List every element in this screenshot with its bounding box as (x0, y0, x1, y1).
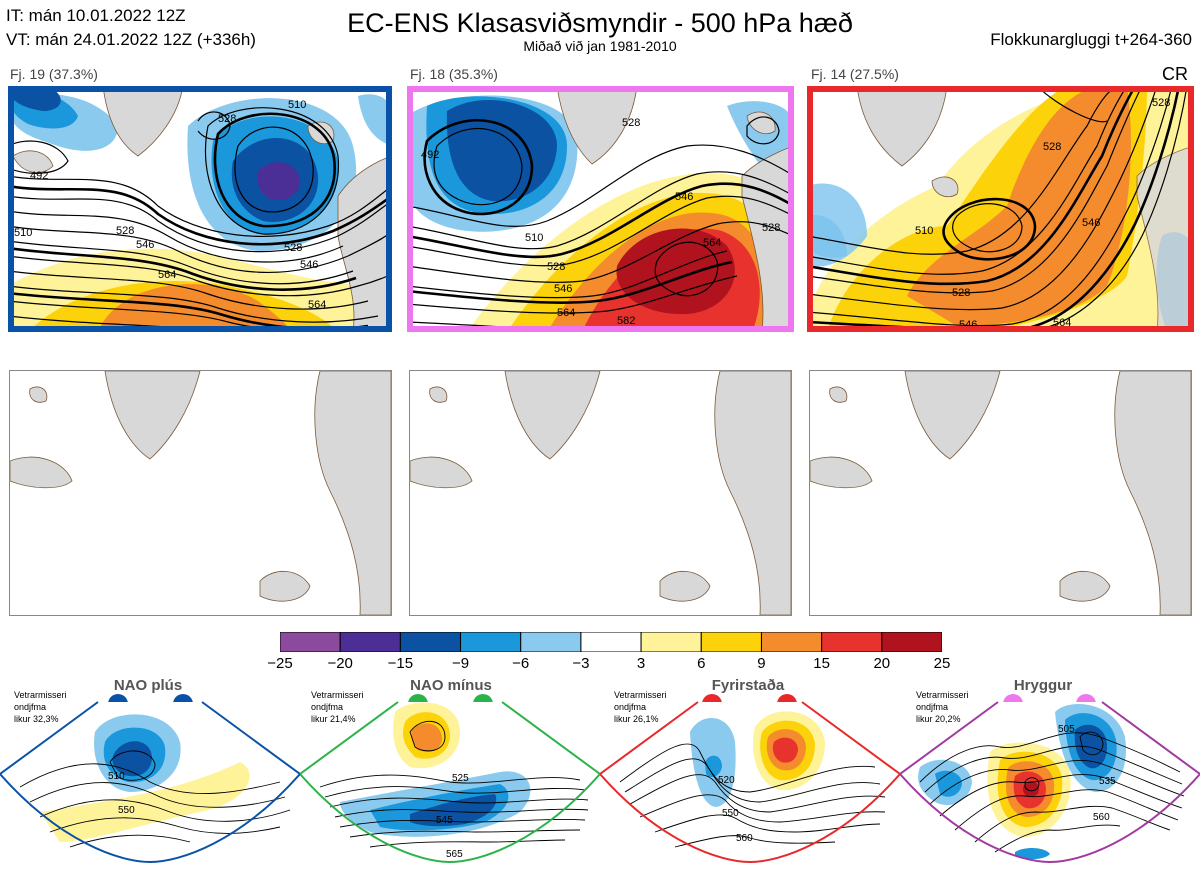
contour-label: 528 (1043, 141, 1061, 153)
colorbar-tick-label: 25 (933, 655, 951, 672)
regime-3-map: 520 550 560 (599, 692, 901, 867)
regime-4-note: Vetrarmisseri ondjfma likur 20,2% (916, 690, 969, 724)
contour-label: 546 (675, 191, 693, 203)
contour-label: 546 (300, 259, 318, 271)
contour-label: 528 (762, 222, 780, 234)
colorbar-segment (460, 631, 522, 653)
contour-label: 528 (1152, 97, 1170, 109)
colorbar-scale (279, 631, 943, 653)
contour-label: 564 (308, 299, 326, 311)
contour-label: 546 (1082, 217, 1100, 229)
contour-label: 510 (525, 232, 543, 244)
colorbar-tick-label: 20 (873, 655, 891, 672)
regime-2-note: Vetrarmisseri ondjfma likur 21,4% (311, 690, 364, 724)
contour-label: 510 (288, 99, 306, 111)
cluster-3-label: Fj. 14 (27.5%) (811, 66, 899, 82)
colorbar-tick-label: −6 (512, 655, 530, 672)
regime-1-note: Vetrarmisseri ondjfma likur 32,3% (14, 690, 67, 724)
contour-label: 550 (118, 805, 135, 816)
valid-time: VT: mán 24.01.2022 12Z (+336h) (6, 30, 256, 49)
colorbar-segment (580, 631, 642, 653)
contour-label: 535 (1099, 776, 1116, 787)
contour-label: 560 (736, 833, 753, 844)
colorbar-segment (279, 631, 341, 653)
colorbar-tick-label: 15 (813, 655, 830, 672)
contour-label: 520 (718, 775, 735, 786)
contour-label: 492 (30, 170, 48, 182)
contour-label: 546 (554, 283, 572, 295)
colorbar-tick-label: −9 (451, 655, 470, 672)
colorbar-segment (399, 631, 462, 653)
contour-label: 492 (421, 149, 439, 161)
initial-time: IT: mán 10.01.2022 12Z (6, 6, 186, 25)
empty-map-3 (809, 370, 1192, 616)
contour-label: 510 (14, 227, 32, 239)
contour-label: 564 (158, 269, 176, 281)
colorbar-segment (881, 631, 943, 653)
contour-label: 505 (1058, 724, 1075, 735)
contour-label: 528 (284, 242, 302, 254)
contour-label: 510 (108, 771, 125, 782)
contour-label: 528 (116, 225, 134, 237)
regime-3-note: Vetrarmisseri ondjfma likur 26,1% (614, 690, 667, 724)
regime-1-name: NAO plús (113, 677, 183, 694)
regime-3-name: Fyrirstaða (711, 677, 785, 694)
regime-4-name: Hryggur (1013, 677, 1073, 694)
contour-label: 565 (446, 849, 463, 860)
contour-label: 545 (436, 815, 453, 826)
colorbar-segment (700, 631, 762, 653)
page-title: EC-ENS Klasasviðsmyndir - 500 hPa hæð (347, 8, 853, 38)
classification-window: Flokkunargluggi t+264-360 (990, 30, 1192, 49)
contour-label: 564 (703, 237, 721, 249)
contour-label: 546 (136, 239, 154, 251)
colorbar (279, 631, 943, 653)
header-times: IT: mán 10.01.2022 12Z VT: mán 24.01.202… (6, 4, 256, 52)
regime-2-map: 525 545 565 (299, 692, 601, 867)
cluster-2-map: 492 510 528 546 564 564 528 546 582 528 (407, 86, 794, 332)
contour-label: 564 (557, 307, 575, 319)
contour-label: 528 (952, 287, 970, 299)
colorbar-tick-label: −3 (572, 655, 590, 672)
regime-1-map: 510 550 (0, 692, 301, 867)
contour-label: 560 (1093, 812, 1110, 823)
regime-2-name: NAO mínus (410, 677, 492, 694)
cluster-3-tag: CR (1162, 64, 1188, 84)
colorbar-segment (760, 631, 823, 653)
colorbar-segment (640, 631, 702, 653)
regime-4-map: 505 535 560 (899, 692, 1200, 867)
empty-map-2 (409, 370, 792, 616)
page-subtitle: Miðað við jan 1981-2010 (523, 38, 677, 54)
colorbar-segment (821, 631, 883, 653)
cluster-1-label: Fj. 19 (37.3%) (10, 66, 98, 82)
colorbar-segment (339, 631, 401, 653)
cluster-2-label: Fj. 18 (35.3%) (410, 66, 498, 82)
empty-map-1 (9, 370, 392, 616)
contour-label: 528 (218, 113, 236, 125)
contour-label: 510 (915, 225, 933, 237)
colorbar-tick-label: −25 (267, 655, 293, 672)
contour-label: 525 (452, 773, 469, 784)
colorbar-tick-label: 9 (757, 655, 766, 672)
contour-label: 550 (722, 808, 739, 819)
colorbar-tick-label: −20 (327, 655, 353, 672)
colorbar-segment (520, 631, 582, 653)
contour-label: 582 (617, 315, 635, 327)
colorbar-tick-label: 3 (636, 655, 646, 672)
contour-label: 528 (622, 117, 640, 129)
cluster-1-map: 510 528 546 564 510 528 492 564 546 528 (8, 86, 392, 332)
contour-label: 528 (547, 261, 565, 273)
cluster-3-map: 510 528 546 564 528 546 528 (807, 86, 1194, 332)
colorbar-tick-label: 6 (697, 655, 706, 672)
colorbar-tick-label: −15 (387, 655, 414, 672)
